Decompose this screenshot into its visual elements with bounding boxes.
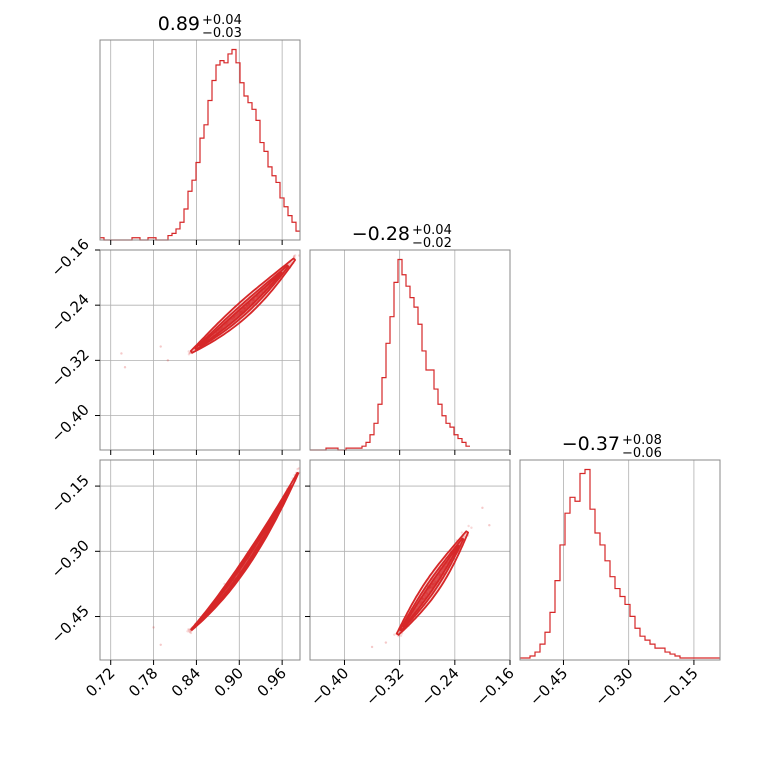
histogram-0: [100, 48, 300, 241]
panel-title-2: −0.37 +0.08−0.06: [562, 433, 662, 461]
outlier-point: [123, 366, 127, 369]
scatter-points-1: [152, 467, 301, 646]
scatter-point: [463, 535, 466, 538]
panel-title-1: −0.28 +0.04−0.02: [352, 223, 452, 251]
axes-frame: [309, 459, 511, 661]
x-tick-label: 0.84: [168, 664, 204, 700]
y-tick-label: −0.45: [48, 602, 93, 647]
scatter-point: [188, 628, 191, 631]
scatter-point: [188, 351, 192, 355]
outlier-point: [159, 643, 162, 646]
outlier-point: [120, 352, 123, 355]
y-tick-label: −0.24: [48, 290, 93, 335]
title-median: −0.37: [562, 433, 620, 455]
y-tick-label: −0.15: [48, 471, 93, 516]
scatter-point: [292, 255, 296, 258]
scatter-point: [188, 630, 192, 634]
contour-level-0: [190, 471, 300, 631]
axes-frame: [309, 249, 511, 451]
scatter-point: [470, 526, 473, 529]
outlier-point: [159, 345, 162, 348]
scatter-point: [187, 628, 190, 631]
outlier-point: [152, 626, 155, 629]
title-median: −0.28: [352, 223, 410, 245]
outlier-point: [370, 645, 374, 649]
scatter-point: [393, 633, 396, 636]
scatter-points-0: [120, 254, 301, 369]
title-plus-error: +0.08: [622, 433, 662, 448]
outlier-point: [384, 641, 388, 644]
scatter-point: [292, 255, 296, 258]
x-tick-label: −0.15: [657, 664, 702, 709]
scatter-point: [188, 630, 191, 633]
title-median: 0.89: [158, 13, 200, 35]
scatter-point: [187, 353, 191, 356]
outlier-point: [488, 524, 491, 527]
scatter-point: [288, 263, 291, 267]
x-tick-label: −0.24: [417, 664, 462, 709]
scatter-point: [293, 254, 297, 257]
title-plus-error: +0.04: [412, 223, 452, 238]
title-minus-error: −0.03: [202, 26, 242, 41]
outlier-point: [166, 359, 170, 362]
x-tick-label: −0.32: [362, 664, 407, 709]
scatter-point: [187, 350, 190, 353]
scatter-point: [460, 531, 464, 534]
x-tick-label: 0.90: [211, 664, 247, 700]
x-tick-label: 0.78: [125, 664, 161, 700]
scatter-point: [186, 630, 189, 633]
axes-frame: [99, 459, 301, 661]
scatter-point: [467, 524, 470, 528]
title-minus-error: −0.06: [622, 446, 662, 461]
outlier-point: [481, 506, 484, 510]
histogram-1: [310, 258, 470, 451]
contour-level-2: [402, 544, 460, 628]
contour-level-2: [199, 497, 286, 622]
axes-frame: [519, 459, 721, 661]
contour-level-1: [194, 484, 293, 627]
title-minus-error: −0.02: [412, 236, 452, 251]
x-tick-label: −0.45: [526, 664, 571, 709]
scatter-point: [399, 634, 403, 637]
x-tick-label: −0.16: [473, 664, 518, 709]
x-tick-label: 0.72: [82, 664, 118, 700]
histogram-2: [520, 468, 720, 659]
x-tick-label: 0.96: [254, 664, 290, 700]
scatter-point: [296, 467, 299, 471]
axes-frame: [99, 39, 301, 241]
x-tick-label: −0.30: [591, 664, 636, 709]
contour-level-2: [198, 271, 283, 347]
y-tick-label: −0.40: [48, 401, 93, 446]
panel-title-0: 0.89 +0.04−0.03: [158, 13, 242, 41]
y-tick-label: −0.32: [48, 345, 93, 390]
y-tick-label: −0.16: [48, 235, 93, 280]
y-tick-label: −0.30: [48, 536, 93, 581]
axes-frame: [99, 249, 301, 451]
x-tick-label: −0.40: [307, 664, 352, 709]
scatter-point: [189, 631, 193, 635]
title-plus-error: +0.04: [202, 13, 242, 28]
